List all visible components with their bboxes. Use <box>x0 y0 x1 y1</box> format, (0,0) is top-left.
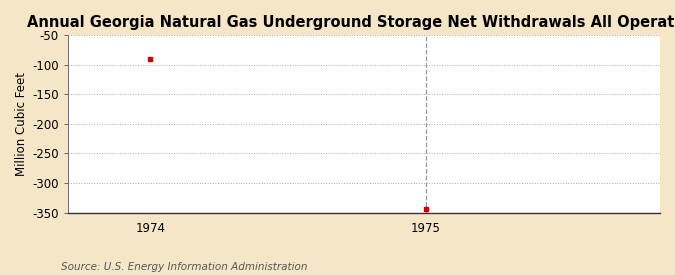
Title: Annual Georgia Natural Gas Underground Storage Net Withdrawals All Operators: Annual Georgia Natural Gas Underground S… <box>27 15 675 30</box>
Y-axis label: Million Cubic Feet: Million Cubic Feet <box>15 72 28 176</box>
Text: Source: U.S. Energy Information Administration: Source: U.S. Energy Information Administ… <box>61 262 307 272</box>
